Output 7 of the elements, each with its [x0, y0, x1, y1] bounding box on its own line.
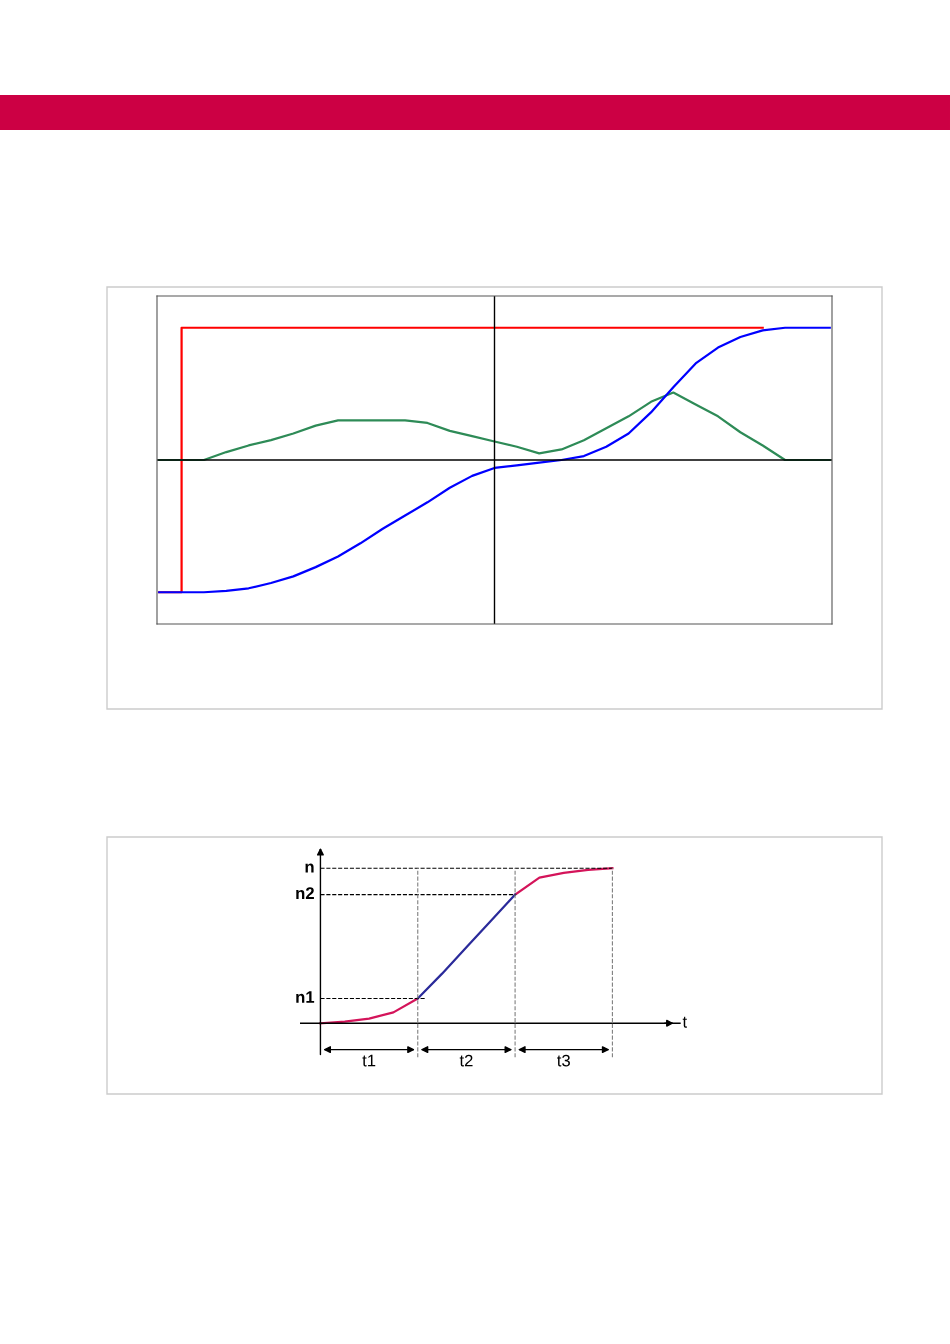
text: t1 — [362, 1054, 376, 1067]
ref-line-label: n2 — [296, 887, 314, 899]
text: t3 — [557, 1054, 570, 1067]
ref-line-label: n1 — [296, 991, 315, 1003]
x-axis-title: t — [682, 1016, 687, 1028]
ref-line-label: n — [305, 863, 314, 873]
text: t2 — [459, 1054, 473, 1067]
